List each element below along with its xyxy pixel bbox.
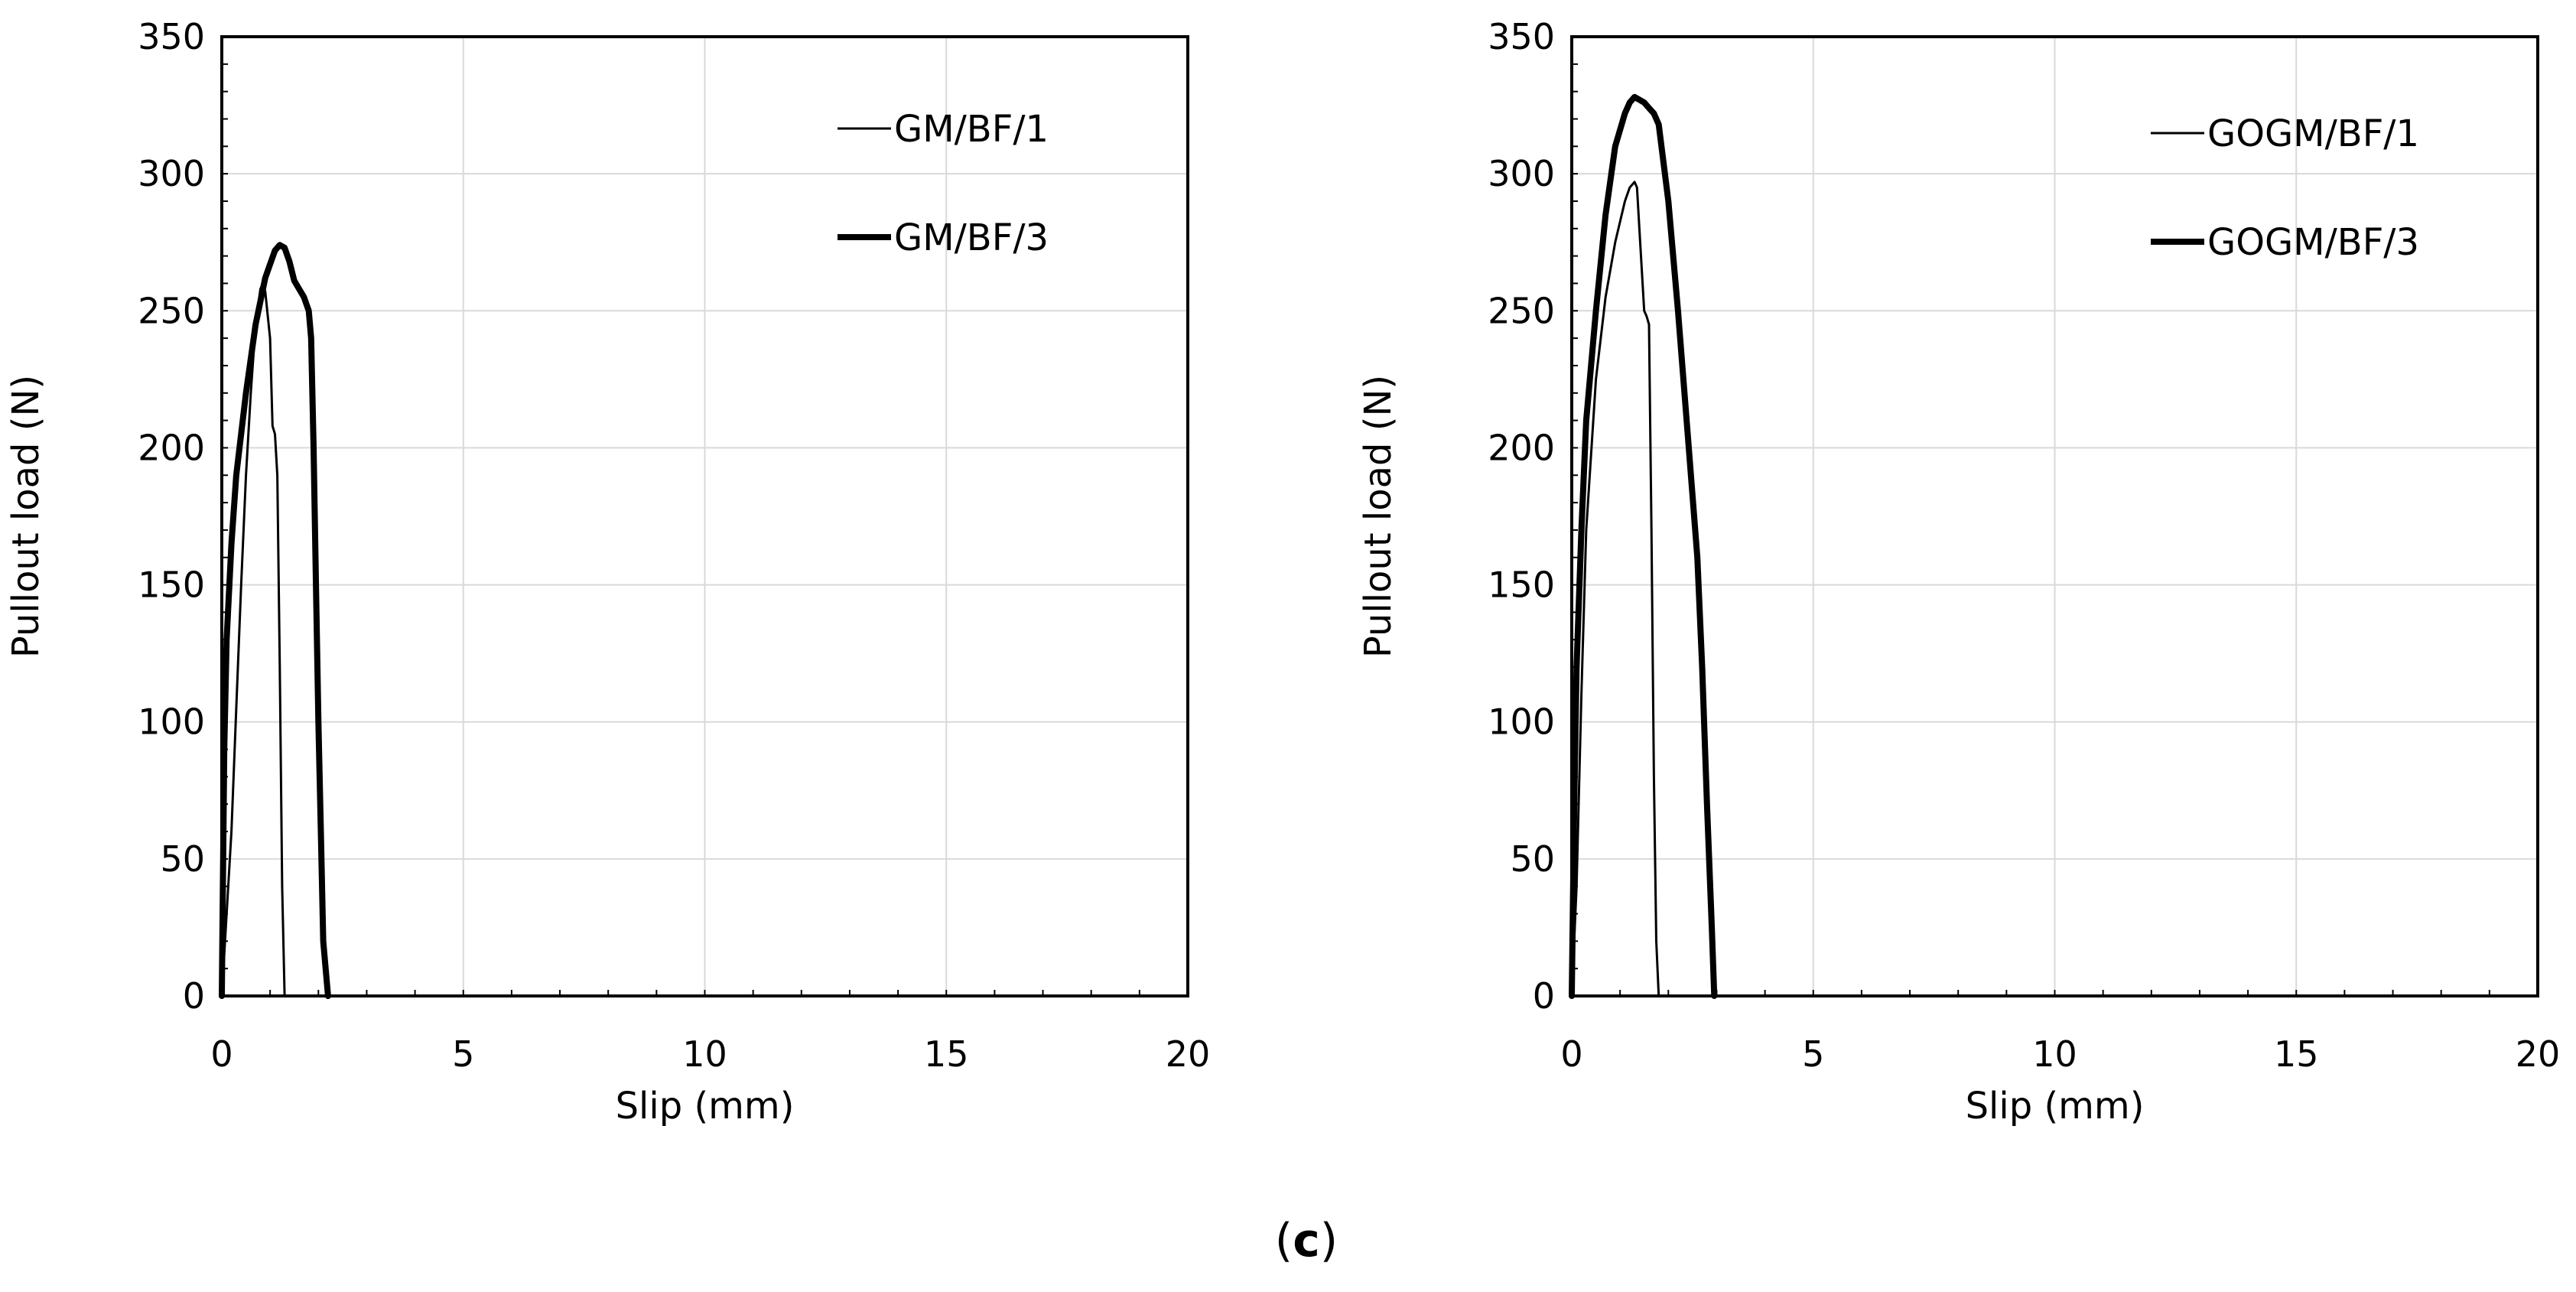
x-tick-label: 5: [452, 1033, 474, 1075]
panel-label: (c): [1275, 1214, 1338, 1268]
y-tick-label: 150: [138, 565, 205, 606]
y-axis-title: Pullout load (N): [5, 375, 47, 658]
panel-label-letter: c: [1293, 1214, 1320, 1268]
series-line-thick: [1569, 93, 1718, 999]
y-tick-label: 250: [138, 290, 205, 331]
x-axis-title: Slip (mm): [616, 1085, 795, 1128]
x-tick-label: 20: [2516, 1033, 2561, 1075]
series-line-thin: [1570, 181, 1660, 997]
legend-label: GM/BF/3: [894, 216, 1049, 259]
x-tick-label: 15: [924, 1033, 969, 1075]
plot-frame: [1570, 35, 2539, 997]
panel-label-open: (: [1275, 1214, 1293, 1268]
plot-frame: [220, 35, 1189, 997]
y-tick-label: 250: [1488, 290, 1555, 331]
legend-label: GM/BF/1: [894, 108, 1049, 151]
y-tick-label: 350: [1488, 16, 1555, 57]
y-tick-label: 350: [138, 16, 205, 57]
x-tick-label: 20: [1166, 1033, 1211, 1075]
y-axis-title: Pullout load (N): [1357, 375, 1400, 658]
legend-label: GOGM/BF/1: [2207, 112, 2419, 155]
panel-label-close: ): [1320, 1214, 1338, 1268]
y-tick-label: 200: [138, 427, 205, 468]
x-tick-label: 10: [682, 1033, 727, 1075]
y-tick-label: 300: [138, 153, 205, 194]
y-tick-label: 50: [1510, 838, 1555, 880]
y-tick-label: 300: [1488, 153, 1555, 194]
x-tick-label: 0: [1560, 1033, 1582, 1075]
y-tick-label: 200: [1488, 427, 1555, 468]
x-tick-label: 5: [1802, 1033, 1824, 1075]
y-tick-label: 100: [1488, 701, 1555, 743]
series-line-thick: [219, 242, 331, 999]
legend-label: GOGM/BF/3: [2207, 221, 2419, 264]
x-axis-title: Slip (mm): [1966, 1085, 2145, 1128]
x-tick-label: 15: [2274, 1033, 2319, 1075]
y-tick-label: 150: [1488, 565, 1555, 606]
y-tick-label: 50: [160, 838, 205, 880]
x-tick-label: 0: [210, 1033, 233, 1075]
y-tick-label: 0: [1533, 975, 1555, 1017]
y-tick-label: 100: [138, 701, 205, 743]
x-tick-label: 10: [2032, 1033, 2077, 1075]
y-tick-label: 0: [183, 975, 205, 1017]
